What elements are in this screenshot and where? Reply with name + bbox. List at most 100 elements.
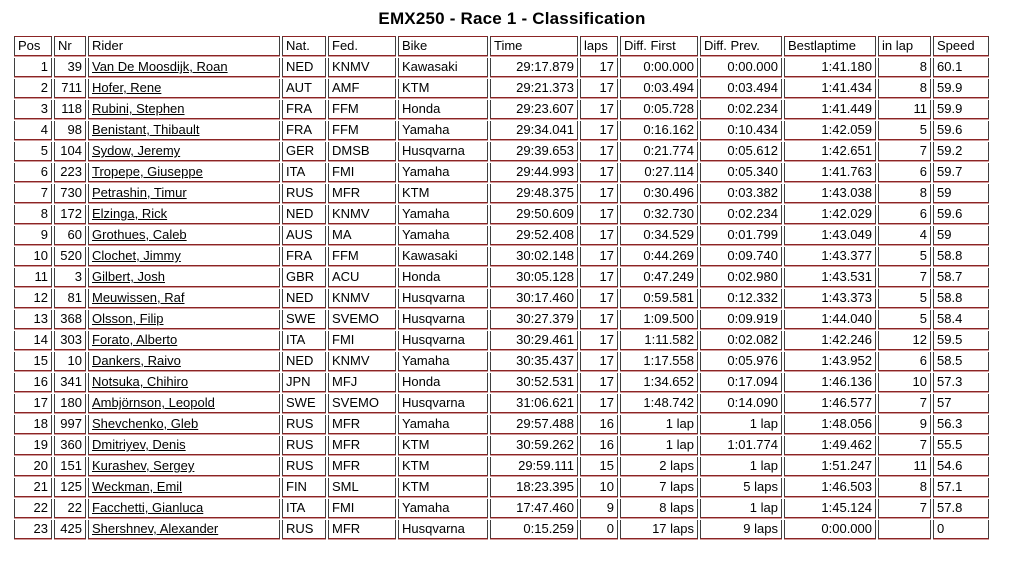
cell-nat: FRA: [282, 247, 326, 266]
cell-bestlaptime: 1:46.503: [784, 478, 876, 497]
rider-link[interactable]: Ambjörnson, Leopold: [92, 395, 215, 410]
cell-in_lap: 6: [878, 205, 931, 224]
rider-link[interactable]: Dankers, Raivo: [92, 353, 181, 368]
cell-nr: 997: [54, 415, 86, 434]
cell-in_lap: 9: [878, 415, 931, 434]
cell-in_lap: 12: [878, 331, 931, 350]
cell-diff_prev: 0:05.340: [700, 163, 782, 182]
cell-nr: 81: [54, 289, 86, 308]
cell-rider: Dmitriyev, Denis: [88, 436, 280, 455]
cell-in_lap: 11: [878, 100, 931, 119]
rider-link[interactable]: Hofer, Rene: [92, 80, 162, 95]
cell-pos: 15: [14, 352, 52, 371]
cell-fed: SVEMO: [328, 394, 396, 413]
cell-laps: 17: [580, 121, 618, 140]
rider-link[interactable]: Notsuka, Chihiro: [92, 374, 189, 389]
rider-link[interactable]: Shershnev, Alexander: [92, 521, 219, 536]
rider-link[interactable]: Rubini, Stephen: [92, 101, 185, 116]
cell-pos: 10: [14, 247, 52, 266]
cell-time: 30:59.262: [490, 436, 578, 455]
cell-time: 29:21.373: [490, 79, 578, 98]
cell-speed: 55.5: [933, 436, 989, 455]
cell-diff_prev: 0:03.494: [700, 79, 782, 98]
cell-diff_first: 0:32.730: [620, 205, 698, 224]
cell-diff_first: 1 lap: [620, 436, 698, 455]
cell-fed: FFM: [328, 121, 396, 140]
table-row: 7 730 Petrashin, Timur RUS MFR KTM 29:48.375 17…: [14, 184, 989, 203]
cell-bike: KTM: [398, 184, 488, 203]
rider-link[interactable]: Sydow, Jeremy: [92, 143, 181, 158]
cell-bike: Honda: [398, 268, 488, 287]
cell-pos: 13: [14, 310, 52, 329]
cell-time: 29:17.879: [490, 58, 578, 77]
cell-speed: 58.7: [933, 268, 989, 287]
cell-time: 30:05.128: [490, 268, 578, 287]
cell-nat: NED: [282, 58, 326, 77]
cell-speed: 60.1: [933, 58, 989, 77]
cell-speed: 59.2: [933, 142, 989, 161]
cell-bike: KTM: [398, 457, 488, 476]
cell-pos: 6: [14, 163, 52, 182]
cell-in_lap: 8: [878, 58, 931, 77]
rider-link[interactable]: Olsson, Filip: [92, 311, 164, 326]
cell-laps: 17: [580, 100, 618, 119]
cell-nr: 368: [54, 310, 86, 329]
cell-diff_prev: 1 lap: [700, 457, 782, 476]
cell-speed: 59.6: [933, 205, 989, 224]
rider-link[interactable]: Petrashin, Timur: [92, 185, 187, 200]
cell-fed: MFR: [328, 415, 396, 434]
rider-link[interactable]: Van De Moosdijk, Roan: [92, 59, 228, 74]
cell-time: 29:52.408: [490, 226, 578, 245]
cell-speed: 59.6: [933, 121, 989, 140]
cell-nr: 125: [54, 478, 86, 497]
cell-speed: 59: [933, 226, 989, 245]
cell-fed: MFR: [328, 184, 396, 203]
cell-rider: Sydow, Jeremy: [88, 142, 280, 161]
cell-bestlaptime: 1:49.462: [784, 436, 876, 455]
rider-link[interactable]: Tropepe, Giuseppe: [92, 164, 203, 179]
cell-time: 18:23.395: [490, 478, 578, 497]
cell-pos: 3: [14, 100, 52, 119]
cell-diff_prev: 0:02.234: [700, 205, 782, 224]
cell-diff_first: 0:05.728: [620, 100, 698, 119]
cell-diff_prev: 1 lap: [700, 415, 782, 434]
table-row: 3 118 Rubini, Stephen FRA FFM Honda 29:23.607 1…: [14, 100, 989, 119]
rider-link[interactable]: Forato, Alberto: [92, 332, 178, 347]
cell-in_lap: 6: [878, 352, 931, 371]
rider-link[interactable]: Grothues, Caleb: [92, 227, 187, 242]
rider-link[interactable]: Meuwissen, Raf: [92, 290, 185, 305]
cell-nr: 303: [54, 331, 86, 350]
rider-link[interactable]: Clochet, Jimmy: [92, 248, 181, 263]
cell-bestlaptime: 1:41.434: [784, 79, 876, 98]
cell-nr: 223: [54, 163, 86, 182]
cell-pos: 20: [14, 457, 52, 476]
rider-link[interactable]: Elzinga, Rick: [92, 206, 168, 221]
rider-link[interactable]: Gilbert, Josh: [92, 269, 165, 284]
cell-speed: 58.8: [933, 247, 989, 266]
cell-speed: 57.3: [933, 373, 989, 392]
rider-link[interactable]: Shevchenko, Gleb: [92, 416, 199, 431]
cell-bike: Yamaha: [398, 163, 488, 182]
cell-nr: 425: [54, 520, 86, 539]
table-row: 21 125 Weckman, Emil FIN SML KTM 18:23.395 10 7 …: [14, 478, 989, 497]
cell-speed: 57.1: [933, 478, 989, 497]
cell-nat: SWE: [282, 394, 326, 413]
cell-diff_prev: 0:17.094: [700, 373, 782, 392]
cell-in_lap: 5: [878, 121, 931, 140]
column-header-bestlaptime: Bestlaptime: [784, 36, 876, 56]
rider-link[interactable]: Benistant, Thibault: [92, 122, 200, 137]
rider-link[interactable]: Dmitriyev, Denis: [92, 437, 186, 452]
cell-rider: Kurashev, Sergey: [88, 457, 280, 476]
cell-rider: Facchetti, Gianluca: [88, 499, 280, 518]
cell-diff_first: 1:11.582: [620, 331, 698, 350]
cell-diff_first: 0:30.496: [620, 184, 698, 203]
cell-rider: Grothues, Caleb: [88, 226, 280, 245]
rider-link[interactable]: Weckman, Emil: [92, 479, 183, 494]
cell-diff_prev: 0:01.799: [700, 226, 782, 245]
cell-laps: 17: [580, 310, 618, 329]
cell-diff_first: 1:09.500: [620, 310, 698, 329]
rider-link[interactable]: Kurashev, Sergey: [92, 458, 195, 473]
rider-link[interactable]: Facchetti, Gianluca: [92, 500, 204, 515]
cell-time: 29:44.993: [490, 163, 578, 182]
cell-bike: Yamaha: [398, 415, 488, 434]
